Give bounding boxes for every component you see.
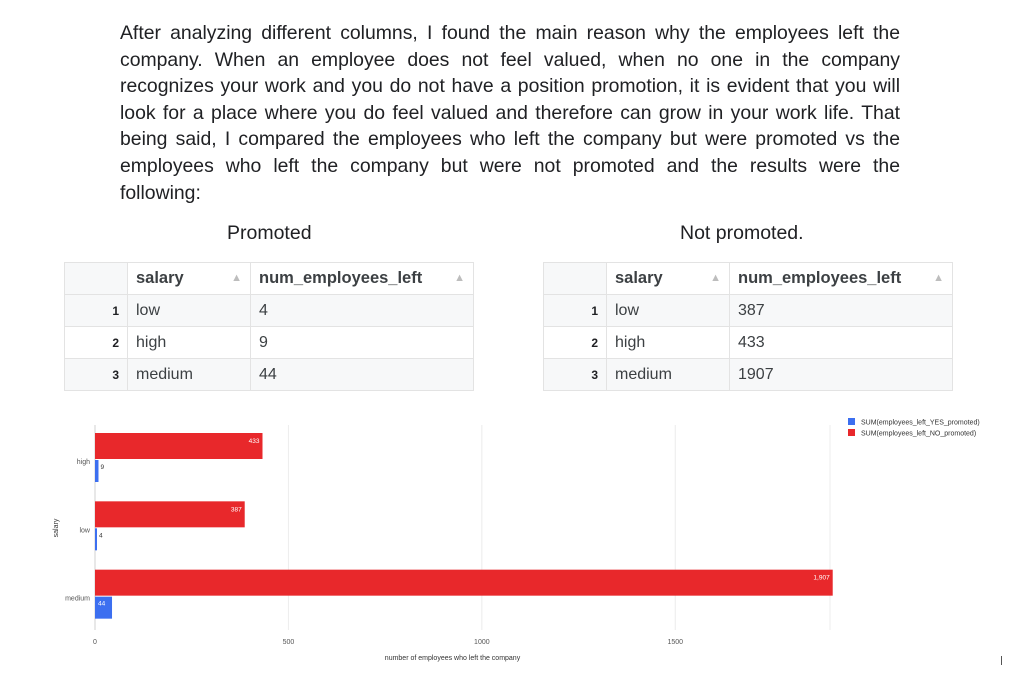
table-row: 2 high 9 <box>64 326 474 359</box>
salary-cell: low <box>606 294 730 327</box>
value-cell: 1907 <box>729 358 953 391</box>
bar-yes-promoted <box>95 528 97 551</box>
bar-value-label: 4 <box>99 532 103 539</box>
table-header-row: salary ▲ num_employees_left ▲ <box>64 262 474 295</box>
x-tick-label: 0 <box>93 639 97 646</box>
legend-swatch <box>848 429 855 436</box>
row-number: 2 <box>543 326 607 359</box>
legend-swatch <box>848 418 855 425</box>
bar-no-promoted <box>95 569 833 596</box>
row-number-header <box>64 262 128 295</box>
sort-triangle-icon[interactable]: ▲ <box>231 272 242 284</box>
row-number: 2 <box>64 326 128 359</box>
y-axis-label: salary <box>53 518 60 537</box>
bar-value-label: 9 <box>100 464 104 471</box>
x-tick-label: 1500 <box>667 639 683 646</box>
table-header-row: salary ▲ num_employees_left ▲ <box>543 262 953 295</box>
x-axis-label: number of employees who left the company <box>385 655 521 662</box>
bar-value-label: 387 <box>231 506 242 513</box>
bar-value-label: 1,907 <box>813 575 830 582</box>
bar-value-label: 433 <box>249 438 260 445</box>
promoted-caption: Promoted <box>227 222 312 244</box>
bar-chart: 0 500 1000 1500 number of employees who left… <box>53 418 980 662</box>
row-number: 1 <box>543 294 607 327</box>
y-tick-label: medium <box>65 596 90 603</box>
salary-cell: medium <box>606 358 730 391</box>
bar-yes-promoted <box>95 596 113 619</box>
value-cell: 4 <box>250 294 474 327</box>
value-cell: 387 <box>729 294 953 327</box>
table-row: 1 low 4 <box>64 294 474 327</box>
sort-triangle-icon[interactable]: ▲ <box>710 272 721 284</box>
promoted-table: salary ▲ num_employees_left ▲ 1 low 4 2 hi… <box>64 262 474 391</box>
salary-column-header[interactable]: salary ▲ <box>127 262 251 295</box>
num-employees-left-column-header[interactable]: num_employees_left ▲ <box>250 262 474 295</box>
sort-triangle-icon[interactable]: ▲ <box>933 272 944 284</box>
y-tick-label: low <box>79 527 90 534</box>
bar-value-label: 44 <box>98 601 106 608</box>
value-cell: 9 <box>250 326 474 359</box>
x-tick-label: 500 <box>283 639 295 646</box>
not-promoted-caption: Not promoted. <box>680 222 804 244</box>
salary-cell: high <box>606 326 730 359</box>
bar-no-promoted <box>95 501 245 528</box>
salary-cell: medium <box>127 358 251 391</box>
table-row: 1 low 387 <box>543 294 953 327</box>
num-employees-left-column-header[interactable]: num_employees_left ▲ <box>729 262 953 295</box>
legend-label: SUM(employees_left_NO_promoted) <box>861 431 976 438</box>
salary-column-header[interactable]: salary ▲ <box>606 262 730 295</box>
salary-cell: high <box>127 326 251 359</box>
salary-cell: low <box>127 294 251 327</box>
value-cell: 44 <box>250 358 474 391</box>
x-tick-label: 1000 <box>474 639 490 646</box>
row-number: 3 <box>64 358 128 391</box>
bar-no-promoted <box>95 433 263 459</box>
intro-paragraph: After analyzing different columns, I fou… <box>120 22 900 204</box>
scroll-marker <box>1001 656 1002 665</box>
y-tick-label: high <box>77 459 90 466</box>
table-row: 3 medium 1907 <box>543 358 953 391</box>
row-number-header <box>543 262 607 295</box>
row-number: 3 <box>543 358 607 391</box>
legend-label: SUM(employees_left_YES_promoted) <box>861 420 980 427</box>
sort-triangle-icon[interactable]: ▲ <box>454 272 465 284</box>
table-row: 2 high 433 <box>543 326 953 359</box>
row-number: 1 <box>64 294 128 327</box>
table-row: 3 medium 44 <box>64 358 474 391</box>
not-promoted-table: salary ▲ num_employees_left ▲ 1 low 387 2 … <box>543 262 953 391</box>
bar-yes-promoted <box>95 460 99 482</box>
value-cell: 433 <box>729 326 953 359</box>
